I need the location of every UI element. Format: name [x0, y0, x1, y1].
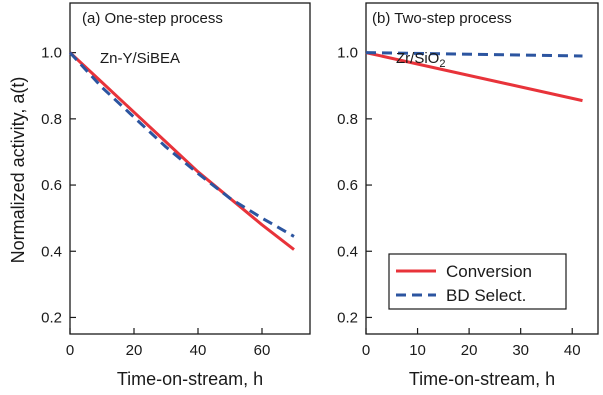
panel-a-y-tick-label: 0.2 [41, 309, 62, 326]
panel-b-x-tick-label: 0 [362, 342, 370, 359]
panel-a-frame [69, 2, 311, 335]
panel-a-ticks [69, 52, 263, 334]
panel-a-y-tick-label: 0.6 [41, 177, 62, 194]
panel-a-y-tick-label: 1.0 [41, 45, 62, 62]
panel-b-series [365, 51, 583, 103]
panel-b-x-tick-label: 40 [564, 342, 581, 359]
panel-a-series-conversion [68, 51, 295, 251]
panel-b-series-conversion [365, 51, 583, 103]
panel-b-ticks [365, 52, 573, 334]
panel-a-x-axis-label: Time-on-stream, h [117, 369, 263, 389]
panel-a-x-tick-label: 40 [190, 342, 207, 359]
y-axis-label: Normalized activity, a(t) [8, 77, 28, 264]
panel-a-x-tick-label: 60 [254, 342, 271, 359]
panel-b-y-tick-label: 0.2 [337, 309, 358, 326]
panel-b-x-axis-label: Time-on-stream, h [409, 369, 555, 389]
panel-a-label: (a) One-step process [82, 10, 223, 27]
panel-a-catalyst: Zn-Y/SiBEA [100, 50, 180, 67]
legend: Conversion BD Select. [388, 253, 567, 310]
legend-label-conversion: Conversion [446, 262, 532, 281]
legend-box [388, 253, 567, 310]
panel-b-y-tick-label: 0.6 [337, 177, 358, 194]
panel-a-x-tick-label: 20 [126, 342, 143, 359]
panel-b-x-tick-label: 30 [512, 342, 529, 359]
panel-b: 0 10 20 30 40 0.2 0.4 0.6 0.8 1.0 (b) Two-step pr… [337, 2, 599, 389]
panel-b-x-tick-label: 20 [461, 342, 478, 359]
panel-a-series [68, 51, 295, 251]
panel-a-y-tick-label: 0.4 [41, 243, 62, 260]
panel-a-tick-labels: 0 20 40 60 0.2 0.4 0.6 0.8 1.0 [41, 45, 270, 359]
panel-b-x-tick-label: 10 [409, 342, 426, 359]
panel-a-y-tick-label: 0.8 [41, 111, 62, 128]
panel-b-tick-labels: 0 10 20 30 40 0.2 0.4 0.6 0.8 1.0 [337, 45, 580, 359]
panel-a-series-bd-select [68, 51, 295, 238]
panel-b-y-tick-label: 1.0 [337, 45, 358, 62]
panel-b-label: (b) Two-step process [372, 10, 512, 27]
legend-label-bd-select: BD Select. [446, 286, 526, 305]
panel-b-catalyst-sub: 2 [439, 58, 445, 70]
panel-b-catalyst-main: Zr/SiO [396, 50, 439, 67]
panel-a-x-tick-label: 0 [66, 342, 74, 359]
panel-b-catalyst: Zr/SiO2 [396, 50, 445, 70]
panel-a: 0 20 40 60 0.2 0.4 0.6 0.8 1.0 (a) One-step proc… [8, 2, 311, 389]
panel-b-frame [365, 2, 599, 335]
panel-b-y-tick-label: 0.8 [337, 111, 358, 128]
panel-b-y-tick-label: 0.4 [337, 243, 358, 260]
panel-b-series-bd-select [365, 51, 583, 58]
